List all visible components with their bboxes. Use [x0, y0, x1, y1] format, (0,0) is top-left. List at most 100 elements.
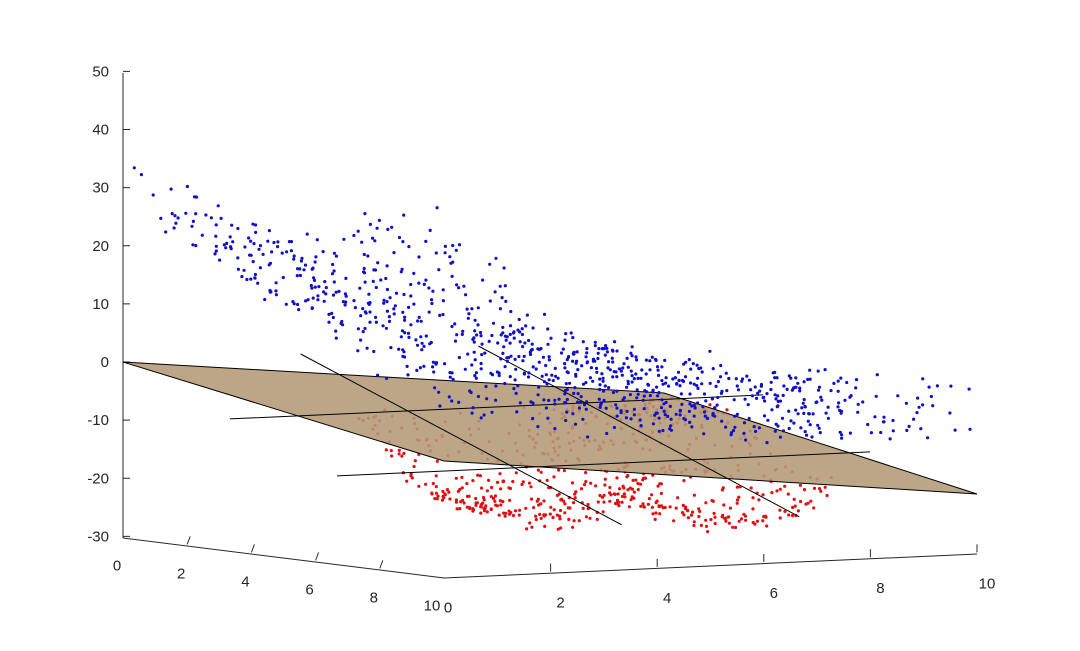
scatter-point-above — [611, 390, 616, 395]
scatter-point-below — [556, 527, 560, 531]
scatter-point-above — [484, 384, 488, 389]
scatter-point-above — [639, 424, 643, 428]
scatter-point-above — [614, 370, 618, 374]
scatter-point-below — [433, 497, 437, 501]
scatter-point-above — [547, 358, 552, 362]
y-tick-label: 2 — [556, 595, 564, 612]
scatter-point-below — [445, 488, 449, 492]
scatter-point-above — [678, 384, 682, 388]
scatter-point-above — [397, 347, 401, 351]
scatter-point-above — [585, 400, 589, 404]
scatter-point-above — [619, 369, 623, 373]
scatter-point-below — [511, 513, 516, 518]
scatter-point-above — [470, 411, 474, 415]
scatter-point-above — [385, 300, 389, 304]
scatter-point-above — [706, 416, 710, 420]
scatter-point-above — [869, 431, 874, 435]
scatter-point-above — [169, 187, 173, 191]
scatter-point-above — [322, 299, 326, 303]
scatter-point-above — [457, 286, 461, 290]
scatter-point-below — [490, 485, 494, 490]
scatter-point-above — [422, 344, 426, 348]
scatter-point-above — [648, 394, 652, 398]
scatter-point-below — [812, 486, 817, 490]
scatter-point-above — [409, 282, 413, 287]
scatter-point-above — [281, 275, 285, 280]
scatter-point-below — [720, 515, 724, 519]
scatter-point-above — [236, 226, 240, 231]
scatter-point-below — [639, 504, 643, 508]
scatter-point-below — [507, 509, 511, 513]
scatter-point-above — [644, 372, 648, 376]
plane-gridline — [229, 394, 764, 420]
scatter-point-above — [702, 410, 707, 414]
scatter-point-below — [496, 480, 500, 484]
scatter-point-above — [518, 401, 522, 405]
scatter-point-above — [509, 309, 513, 314]
scatter-point-above — [584, 381, 588, 385]
scatter-point-below — [770, 491, 774, 495]
scatter-point-above — [450, 324, 454, 329]
scatter-point-below — [686, 516, 691, 520]
scatter-point-above — [690, 404, 694, 408]
scatter-point-above — [437, 268, 441, 272]
scatter-point-above — [824, 411, 828, 415]
scatter-point-above — [708, 381, 712, 385]
scatter-point-above — [604, 344, 608, 348]
scatter-point-above — [299, 259, 303, 263]
scatter-point-above — [139, 173, 143, 177]
scatter-point-below — [574, 490, 578, 494]
scatter-point-above — [520, 327, 524, 331]
scatter-point-below — [799, 499, 803, 504]
scatter-point-above — [424, 278, 428, 282]
scatter-point-below — [484, 504, 488, 508]
scatter-point-above — [401, 310, 405, 314]
scatter-point-above — [417, 315, 421, 319]
scatter-point-above — [817, 426, 821, 430]
scatter-point-above — [432, 370, 436, 374]
scatter-point-above — [556, 376, 560, 380]
scatter-point-below — [790, 514, 795, 518]
scatter-point-below — [641, 478, 645, 482]
scatter-point-above — [651, 422, 656, 426]
scatter-point-above — [371, 279, 375, 283]
scatter-point-below — [573, 496, 577, 500]
scatter-point-above — [485, 397, 489, 401]
scatter-point-above — [571, 336, 575, 340]
scatter-point-above — [392, 251, 396, 255]
scatter-point-above — [382, 301, 386, 305]
scatter-point-below — [525, 527, 529, 531]
scatter-point-above — [581, 382, 586, 386]
scatter-point-above — [776, 394, 780, 398]
scatter-point-above — [576, 392, 580, 396]
scatter-point-above — [427, 286, 431, 290]
x-tick-label: 8 — [370, 589, 378, 606]
scatter-point-above — [568, 381, 572, 385]
scatter-point-below — [551, 515, 555, 520]
scatter-point-above — [240, 275, 244, 279]
scatter-point-above — [657, 429, 661, 433]
scatter-point-above — [502, 345, 506, 349]
scatter-point-below — [584, 515, 589, 519]
scatter-point-above — [403, 315, 407, 319]
scatter-point-above — [407, 245, 411, 249]
scatter-point-above — [796, 381, 800, 385]
scatter-point-below — [424, 482, 428, 486]
scatter-point-above — [856, 402, 860, 406]
scatter-point-below — [778, 508, 782, 512]
scatter-point-above — [921, 377, 925, 381]
scatter-point-above — [614, 403, 618, 407]
scatter-point-below — [584, 471, 588, 475]
scatter-point-below — [498, 472, 502, 476]
scatter-point-below — [413, 459, 417, 463]
scatter-point-above — [806, 377, 810, 381]
scatter-point-above — [744, 438, 748, 442]
scatter-point-above — [553, 427, 557, 431]
scatter-point-above — [516, 384, 520, 388]
scatter-point-above — [775, 376, 779, 380]
scatter-point-above — [313, 260, 317, 264]
scatter-point-above — [213, 252, 217, 256]
scatter-point-above — [495, 370, 499, 374]
scatter-point-above — [657, 373, 661, 377]
scatter-point-above — [625, 385, 629, 389]
